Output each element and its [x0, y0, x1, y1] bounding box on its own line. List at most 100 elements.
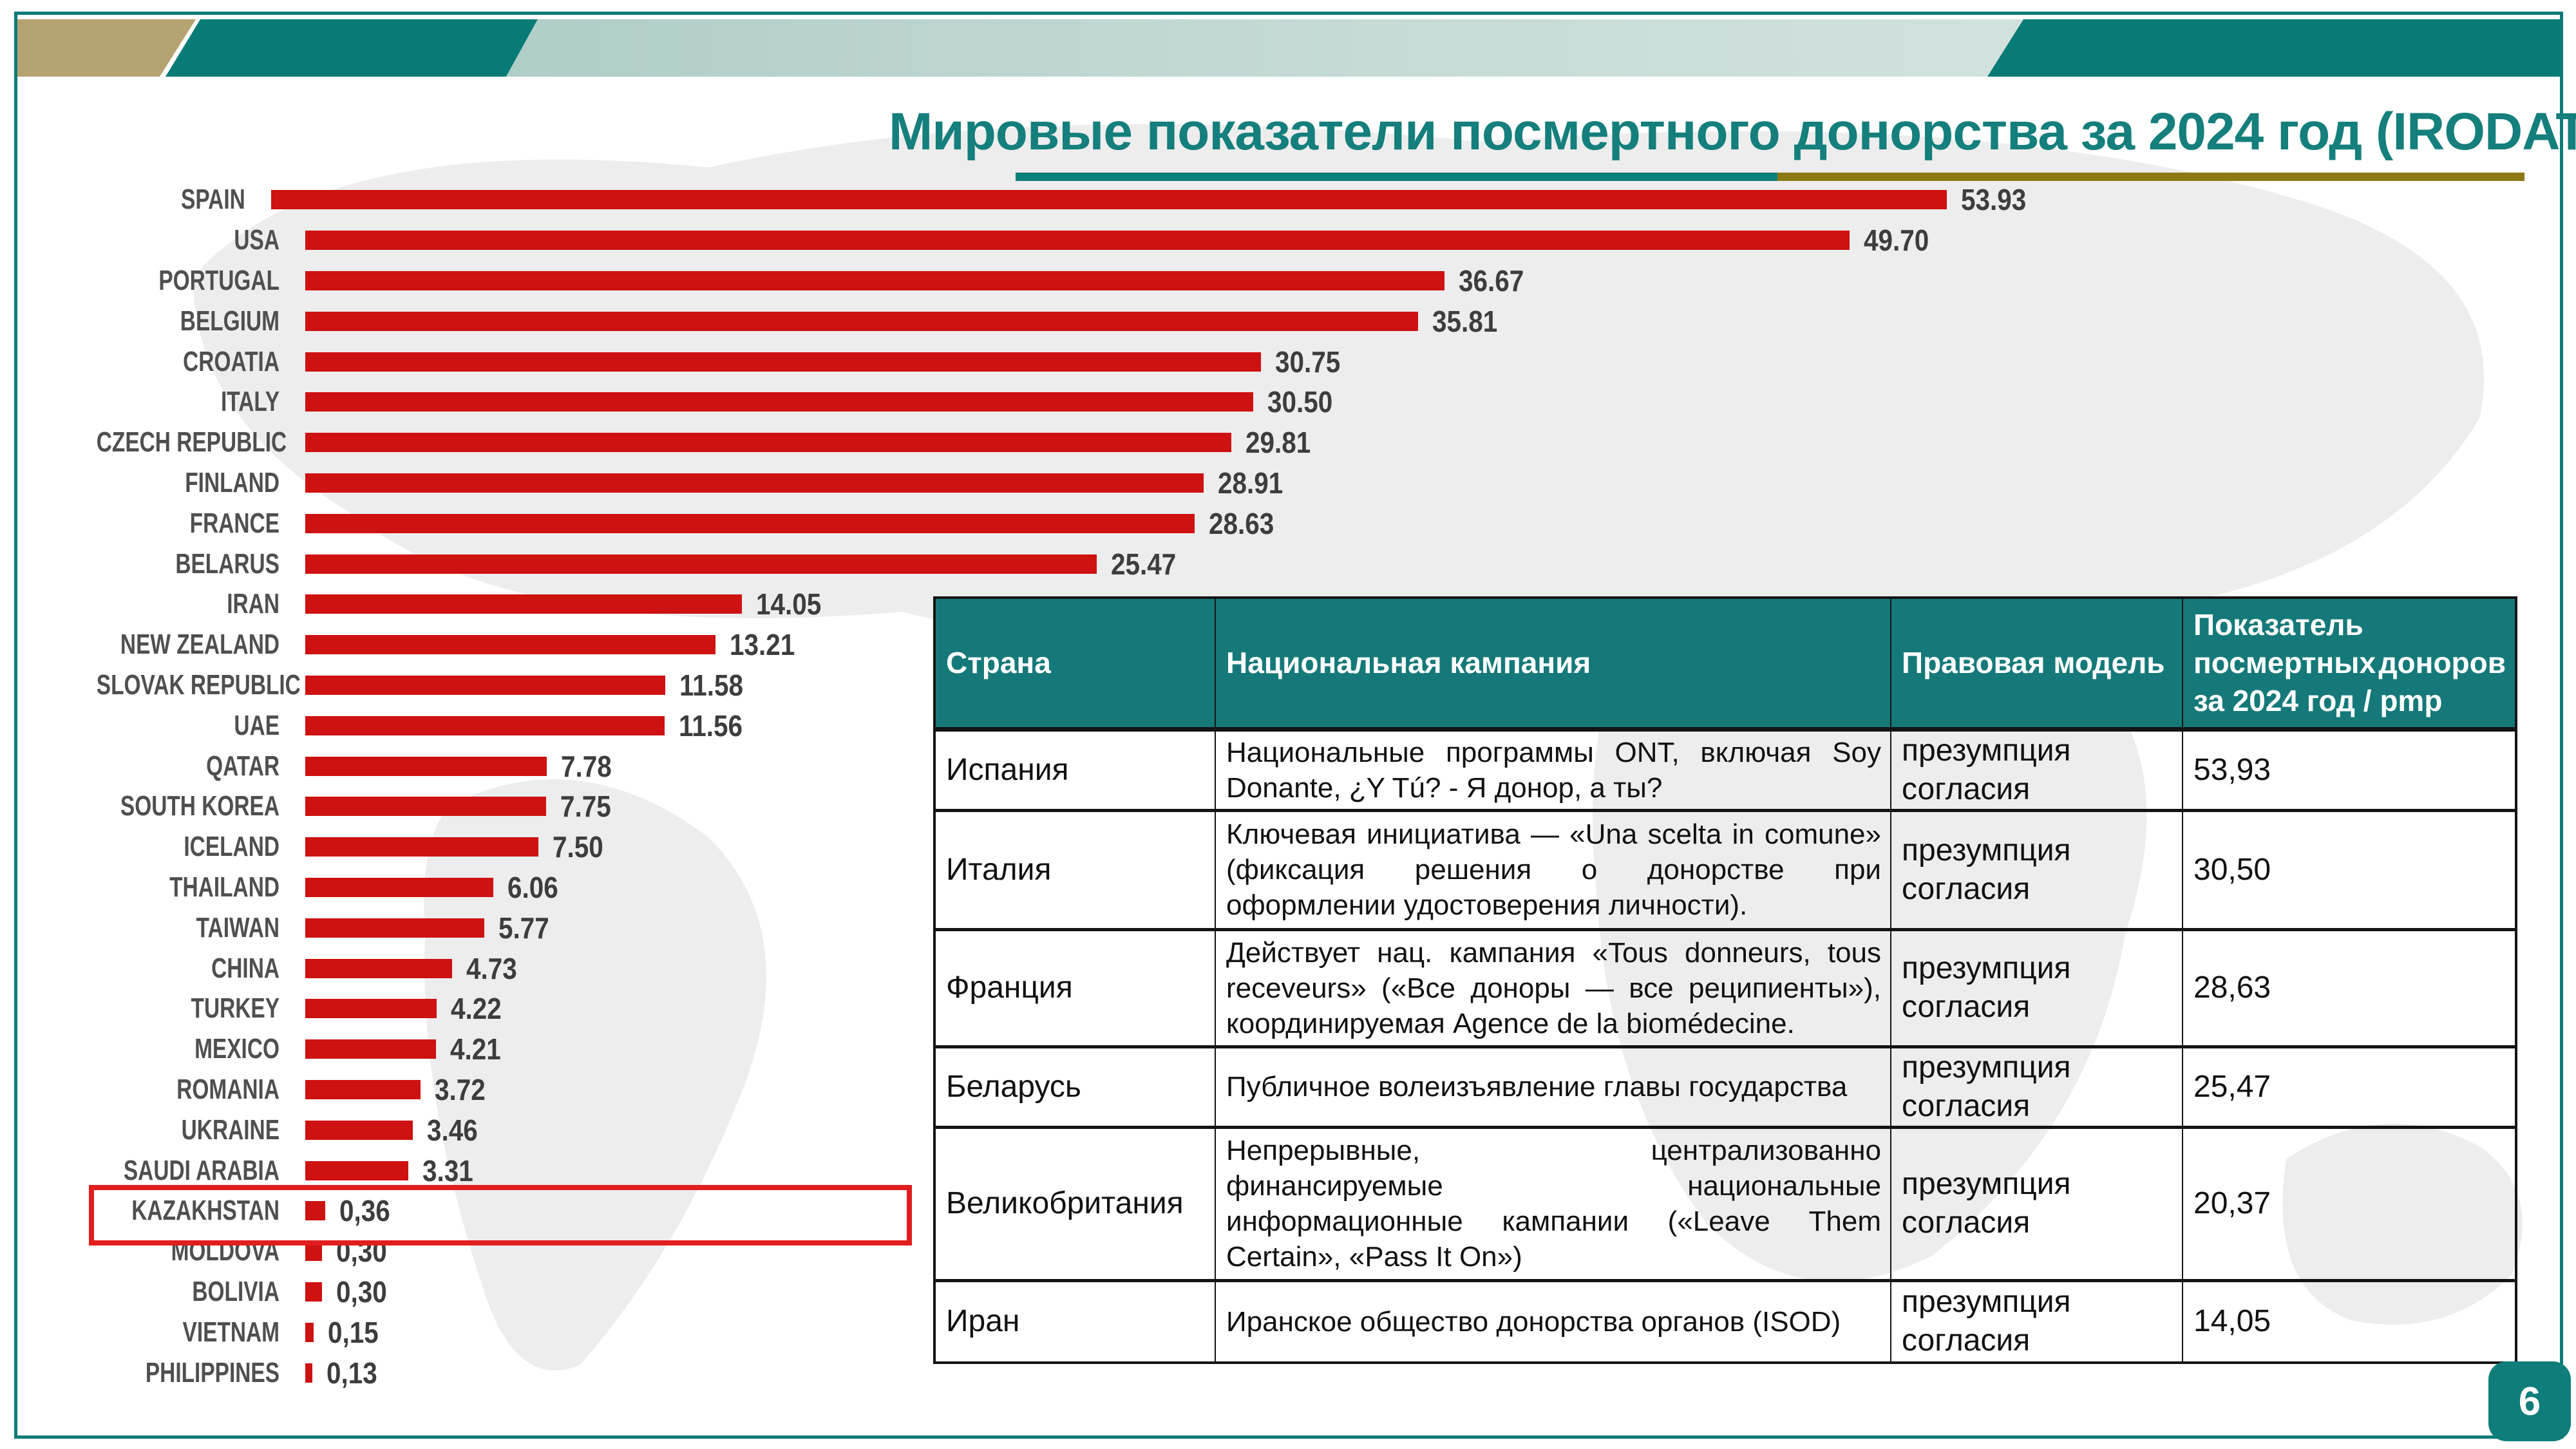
value-label: 13.21 — [730, 628, 795, 662]
value-label: 0,13 — [327, 1356, 377, 1390]
bar — [305, 635, 716, 655]
col-header-indicator: Показатель посмертных доноров за 2024 го… — [2182, 597, 2517, 732]
cell-legal-model: презумпция согласия — [1890, 1045, 2183, 1128]
bar — [305, 433, 1232, 453]
table-row: Беларусь Публичное волеизъявление главы г… — [934, 1045, 2517, 1128]
teal-parallelogram-right — [1987, 19, 2560, 77]
chart-row: PHILIPPINES 0,13 — [39, 1352, 2035, 1393]
country-label: FRANCE — [189, 507, 279, 539]
country-label: BELGIUM — [180, 305, 279, 337]
chart-row: SAUDI ARABIA 3.31 — [39, 1150, 2035, 1191]
bar — [305, 473, 1204, 493]
chart-row: THAILAND 6.06 — [39, 867, 2035, 908]
chart-row: TAIWAN 5.77 — [39, 907, 2035, 948]
cell-legal-model: презумпция согласия — [1890, 727, 2183, 811]
country-label: NEW ZEALAND — [120, 629, 279, 661]
value-label: 6.06 — [507, 870, 559, 904]
bar — [305, 1079, 421, 1099]
header-decoration-band — [17, 19, 2560, 77]
sage-parallelogram — [506, 19, 2023, 77]
cell-campaign: Непрерывные, централизованно финансируем… — [1215, 1125, 1891, 1281]
country-label: FINLAND — [185, 466, 279, 498]
country-label: SOUTH KOREA — [120, 790, 279, 822]
chart-row: UKRAINE 3.46 — [39, 1110, 2035, 1150]
value-label: 35.81 — [1432, 304, 1498, 338]
bar — [305, 1322, 314, 1342]
chart-row: IRAN 14.05 — [39, 584, 2035, 625]
country-label: TAIWAN — [196, 911, 279, 943]
value-label: 0,30 — [336, 1274, 387, 1309]
campaign-table: Страна Национальная кампания Правовая мо… — [933, 596, 2517, 1364]
donor-rate-bar-chart: SPAIN 53.93 USA 49.70 PORTUGAL 36.67 BELGIUM 35… — [39, 180, 2035, 1393]
chart-row: BOLIVIA 0,30 — [39, 1272, 2035, 1312]
cell-campaign: Публичное волеизъявление главы государст… — [1215, 1045, 1891, 1128]
value-label: 28.63 — [1209, 506, 1274, 540]
cell-legal-model: презумпция согласия — [1890, 808, 2183, 930]
value-label: 36.67 — [1459, 263, 1524, 298]
chart-row: ROMANIA 3.72 — [39, 1070, 2035, 1110]
chart-row: ITALY 30.50 — [39, 382, 2035, 422]
title-underline — [1016, 173, 2524, 181]
country-label: MEXICO — [194, 1033, 279, 1065]
bar — [305, 231, 1850, 251]
cell-indicator-value: 25,47 — [2182, 1045, 2517, 1128]
value-label: 7.75 — [560, 790, 611, 824]
chart-row: UAE 11.56 — [39, 705, 2035, 746]
cell-indicator-value: 28,63 — [2182, 927, 2517, 1047]
underline-teal-segment — [1016, 173, 1777, 181]
bar — [305, 554, 1097, 574]
col-header-campaign: Национальная кампания — [1215, 597, 1891, 732]
value-label: 3.72 — [435, 1072, 486, 1106]
country-label: ICELAND — [184, 831, 279, 863]
table-row: Италия Ключевая инициатива — «Una scelta … — [934, 808, 2517, 930]
table-header-row: Страна Национальная кампания Правовая мо… — [934, 597, 2517, 732]
value-label: 53.93 — [1960, 183, 2027, 217]
bar — [305, 1282, 322, 1302]
chart-row: SOUTH KOREA 7.75 — [39, 786, 2035, 827]
cell-indicator-value: 30,50 — [2182, 808, 2517, 930]
bar — [305, 513, 1195, 533]
page-number-badge: 6 — [2488, 1361, 2571, 1441]
country-label: CZECH REPUBLIC — [96, 426, 287, 459]
chart-row: SPAIN 53.93 — [39, 180, 2035, 220]
cell-campaign: Действует нац. кампания «Tous donneurs, … — [1215, 927, 1891, 1047]
cell-country: Великобритания — [934, 1125, 1216, 1281]
value-label: 4.22 — [450, 992, 502, 1026]
cell-legal-model: презумпция согласия — [1890, 927, 2183, 1047]
bar — [270, 190, 1947, 210]
country-label: USA — [234, 224, 279, 256]
chart-row: CHINA 4.73 — [39, 948, 2035, 989]
value-label: 0,15 — [327, 1315, 379, 1349]
value-label: 29.81 — [1245, 426, 1311, 460]
cell-country: Иран — [934, 1278, 1216, 1363]
bar — [305, 797, 546, 817]
page-number: 6 — [2518, 1379, 2541, 1424]
underline-gold-segment — [1777, 173, 2524, 181]
chart-row: FINLAND 28.91 — [39, 463, 2035, 504]
chart-row: FRANCE 28.63 — [39, 503, 2035, 544]
table-row: Испания Национальные программы ONT, включ… — [934, 727, 2517, 811]
country-label: CROATIA — [183, 345, 279, 377]
value-label: 5.77 — [498, 911, 550, 945]
country-label: BELARUS — [175, 547, 279, 580]
bar — [305, 1160, 408, 1180]
value-label: 4.73 — [466, 951, 518, 985]
bar — [305, 270, 1445, 290]
value-label: 14.05 — [755, 587, 822, 621]
cell-indicator-value: 14,05 — [2182, 1278, 2517, 1363]
country-label: SAUDI ARABIA — [123, 1154, 279, 1186]
country-label: PORTUGAL — [158, 264, 279, 296]
chart-row: BELGIUM 35.81 — [39, 301, 2035, 341]
value-label: 4.21 — [450, 1032, 501, 1066]
bar — [305, 877, 494, 897]
country-label: THAILAND — [169, 871, 279, 903]
chart-row: USA 49.70 — [39, 220, 2035, 261]
chart-row: MEXICO 4.21 — [39, 1029, 2035, 1070]
country-label: SPAIN — [181, 184, 245, 216]
country-label: UAE — [234, 709, 279, 741]
cell-campaign: Ключевая инициатива — «Una scelta in com… — [1215, 808, 1891, 930]
chart-row: PORTUGAL 36.67 — [39, 261, 2035, 301]
value-label: 25.47 — [1110, 547, 1177, 581]
country-label: QATAR — [206, 750, 279, 782]
bar — [305, 918, 485, 938]
